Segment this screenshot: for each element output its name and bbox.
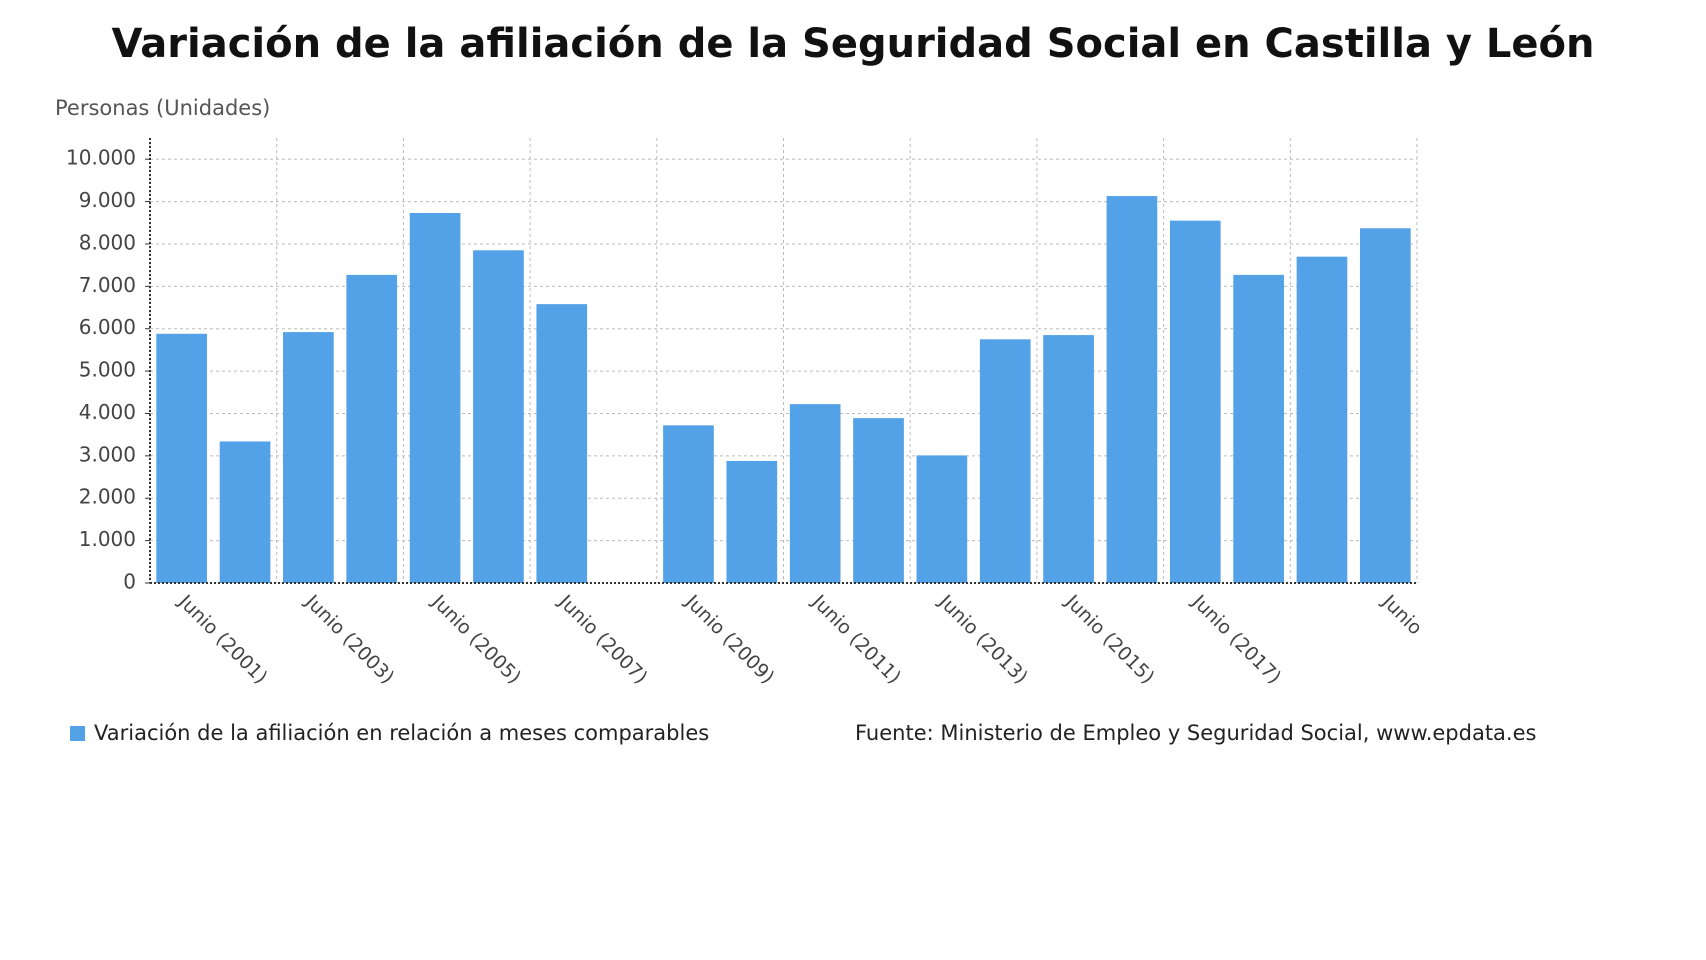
- bar: [346, 274, 398, 583]
- y-axis-label: Personas (Unidades): [55, 96, 270, 120]
- y-tick-label: 9.000: [79, 188, 136, 212]
- y-tick-label: 4.000: [79, 400, 136, 424]
- y-tick-label: 8.000: [79, 230, 136, 254]
- bar: [1043, 335, 1094, 583]
- y-tick-label: 0: [123, 570, 136, 594]
- y-tick-label: 1.000: [79, 527, 136, 551]
- bar: [536, 304, 588, 583]
- x-tick-label: Junio (2017): [1187, 590, 1285, 688]
- x-tick-label: Junio (2009): [680, 590, 778, 688]
- bar: [1169, 220, 1221, 583]
- y-tick-label: 3.000: [79, 442, 136, 466]
- y-tick-label: 5.000: [79, 358, 136, 382]
- x-tick-label: Junio (2001): [174, 590, 272, 688]
- bar: [1359, 228, 1411, 583]
- x-tick-label: Junio (2013): [934, 590, 1032, 688]
- y-tick-label: 2.000: [79, 485, 136, 509]
- y-tick-label: 7.000: [79, 273, 136, 297]
- x-tick-label: Junio: [1377, 590, 1426, 639]
- x-tick-label: Junio (2003): [300, 590, 398, 688]
- legend-label: Variación de la afiliación en relación a…: [94, 721, 709, 745]
- bar: [473, 250, 524, 584]
- bar: [1296, 256, 1348, 583]
- bar: [219, 441, 271, 583]
- x-tick-label: Junio (2015): [1060, 590, 1158, 688]
- bar: [409, 213, 461, 583]
- bar: [1106, 196, 1158, 584]
- legend-swatch: [70, 726, 85, 741]
- bar: [156, 333, 208, 583]
- bar: [726, 460, 778, 583]
- x-tick-label: Junio (2005): [427, 590, 525, 688]
- source: Fuente: Ministerio de Empleo y Seguridad…: [855, 721, 1536, 745]
- bar: [853, 418, 904, 583]
- chart-title: Variación de la afiliación de la Segurid…: [112, 21, 1595, 67]
- bar: [979, 339, 1031, 583]
- y-tick-label: 6.000: [79, 315, 136, 339]
- bar: [283, 332, 334, 583]
- x-tick-label: Junio (2011): [807, 590, 905, 688]
- bar: [663, 425, 714, 583]
- y-tick-label: 10.000: [66, 146, 136, 170]
- x-tick-label: Junio (2007): [554, 590, 652, 688]
- bar: [789, 404, 841, 583]
- bar: [1233, 274, 1284, 583]
- bar: [916, 455, 968, 583]
